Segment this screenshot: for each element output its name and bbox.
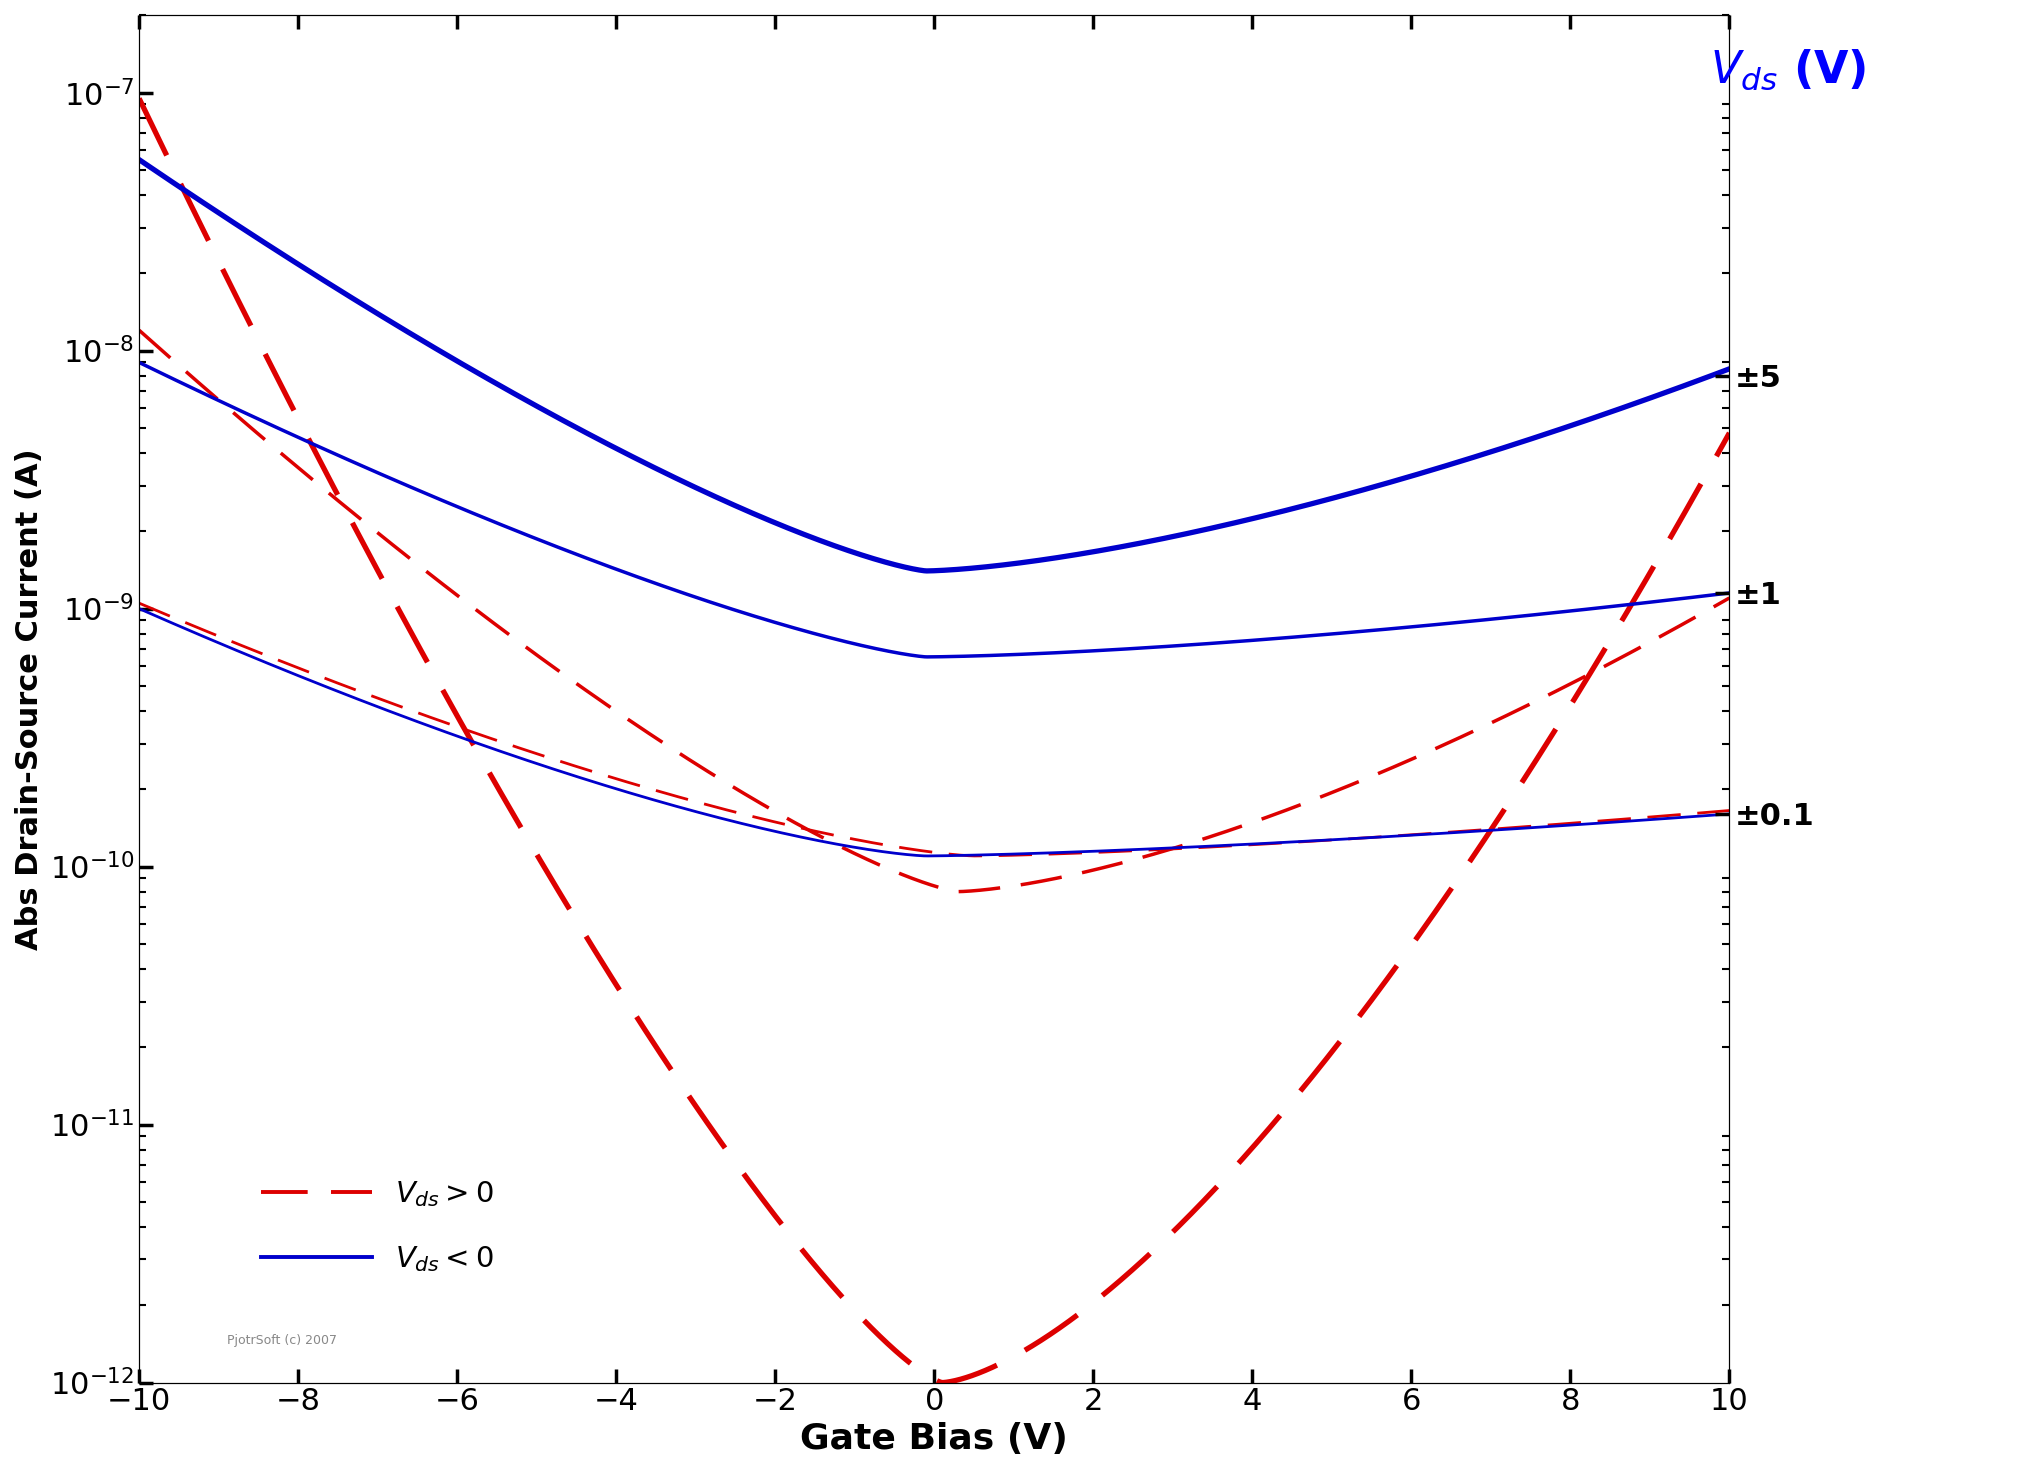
Text: $V_{ds}$ (V): $V_{ds}$ (V) — [1710, 47, 1867, 91]
X-axis label: Gate Bias (V): Gate Bias (V) — [800, 1422, 1069, 1456]
Legend: $V_{ds} > 0$, $V_{ds} < 0$: $V_{ds} > 0$, $V_{ds} < 0$ — [249, 1168, 505, 1286]
Text: PjotrSoft (c) 2007: PjotrSoft (c) 2007 — [226, 1334, 338, 1347]
Y-axis label: Abs Drain-Source Current (A): Abs Drain-Source Current (A) — [14, 449, 44, 950]
